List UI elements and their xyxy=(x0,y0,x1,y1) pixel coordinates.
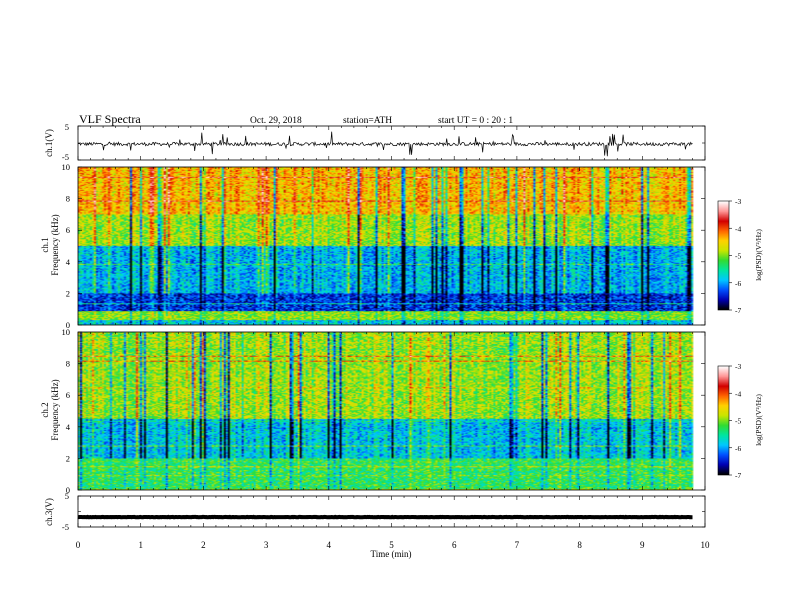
ch2-spectrogram-ylabel-channel: ch.2 xyxy=(40,402,50,417)
time-tick-label: 4 xyxy=(327,540,332,550)
time-tick-label: 5 xyxy=(389,540,394,550)
ch1-colorbar-ticks: -3 -4 -5 -6 -7 xyxy=(729,197,741,315)
frequency-tick-label: 10 xyxy=(62,327,71,337)
time-axis-label: Time (min) xyxy=(371,549,412,559)
frequency-tick-label: 8 xyxy=(66,194,70,204)
time-axis-tick-labels: 0 1 2 3 4 5 6 7 8 9 10 xyxy=(76,540,710,550)
colorbar-tick-label: -3 xyxy=(735,197,741,206)
time-tick-label: 10 xyxy=(701,540,711,550)
time-tick-label: 0 xyxy=(76,540,81,550)
time-tick-label: 6 xyxy=(452,540,457,550)
ch1-waveform-panel: ch.1(V) 5 -5 xyxy=(44,122,706,162)
ch2-spectrogram-frame xyxy=(77,331,706,491)
frequency-tick-label: 0 xyxy=(66,485,70,495)
ch1-spectrogram-ylabel-frequency: Frequency (kHz) xyxy=(50,214,60,275)
figure-title: VLF Spectra xyxy=(79,112,141,126)
frequency-tick-label: 4 xyxy=(66,422,71,432)
ch1-ytick-bottom: -5 xyxy=(62,152,69,162)
date-label: Oct. 29, 2018 xyxy=(250,116,302,126)
colorbar-tick-label: -5 xyxy=(735,252,741,261)
frequency-tick-label: 2 xyxy=(66,288,70,298)
ch1-spectrogram-image xyxy=(78,167,705,325)
ch3-ytick-bottom: -5 xyxy=(62,522,69,532)
ch3-waveform-panel: ch.3(V) 5 -5 xyxy=(44,491,706,532)
ch3-waveform-ylabel: ch.3(V) xyxy=(44,498,54,526)
frequency-tick-label: 10 xyxy=(62,162,71,172)
ch1-spectrogram-frame xyxy=(77,166,706,326)
ch3-waveform-frame xyxy=(77,495,706,528)
ch2-colorbar-label: log(PSD)(V²/Hz) xyxy=(754,394,763,446)
ch2-spectrogram-ytick-labels: 0 2 4 6 8 10 xyxy=(62,327,71,495)
frequency-tick-label: 2 xyxy=(66,453,70,463)
time-tick-label: 8 xyxy=(577,540,582,550)
ch2-colorbar-ticks: -3 -4 -5 -6 -7 xyxy=(729,362,741,480)
colorbar-tick-label: -7 xyxy=(735,306,741,315)
ch3-waveform-ticks xyxy=(77,495,706,528)
ch3-ytick-top: 5 xyxy=(65,491,69,501)
ch2-colorbar xyxy=(718,366,729,475)
time-tick-label: 7 xyxy=(515,540,520,550)
frequency-tick-label: 0 xyxy=(66,320,70,330)
ch1-ytick-top: 5 xyxy=(65,122,69,132)
ch1-colorbar-label: log(PSD)(V²/Hz) xyxy=(754,229,763,281)
ch1-spectrogram-ytick-labels: 0 2 4 6 8 10 xyxy=(62,162,71,330)
frequency-tick-label: 8 xyxy=(66,359,70,369)
ch2-spectrogram-image xyxy=(78,332,705,490)
ch1-colorbar xyxy=(718,201,729,310)
time-tick-label: 9 xyxy=(640,540,645,550)
colorbar-tick-label: -5 xyxy=(735,417,741,426)
colorbar-tick-label: -4 xyxy=(735,224,741,233)
colorbar-tick-label: -6 xyxy=(735,279,741,288)
colorbar-tick-label: -7 xyxy=(735,471,741,480)
frequency-tick-label: 6 xyxy=(66,225,70,235)
ch2-spectrogram-ylabel-frequency: Frequency (kHz) xyxy=(50,379,60,440)
ch1-spectrogram-ylabel-channel: ch.1 xyxy=(40,237,50,252)
ch1-waveform-line xyxy=(77,131,693,157)
time-tick-label: 3 xyxy=(264,540,269,550)
station-label: station=ATH xyxy=(343,116,392,126)
colorbar-tick-label: -4 xyxy=(735,389,741,398)
frequency-tick-label: 6 xyxy=(66,390,70,400)
ch1-waveform-ylabel: ch.1(V) xyxy=(44,129,54,157)
time-tick-label: 1 xyxy=(138,540,143,550)
colorbar-tick-label: -3 xyxy=(735,362,741,371)
frequency-tick-label: 4 xyxy=(66,257,71,267)
colorbar-tick-label: -6 xyxy=(735,444,741,453)
ch1-waveform-frame xyxy=(77,125,706,161)
time-tick-label: 2 xyxy=(201,540,206,550)
start-time-label: start UT = 0 : 20 : 1 xyxy=(438,116,513,126)
